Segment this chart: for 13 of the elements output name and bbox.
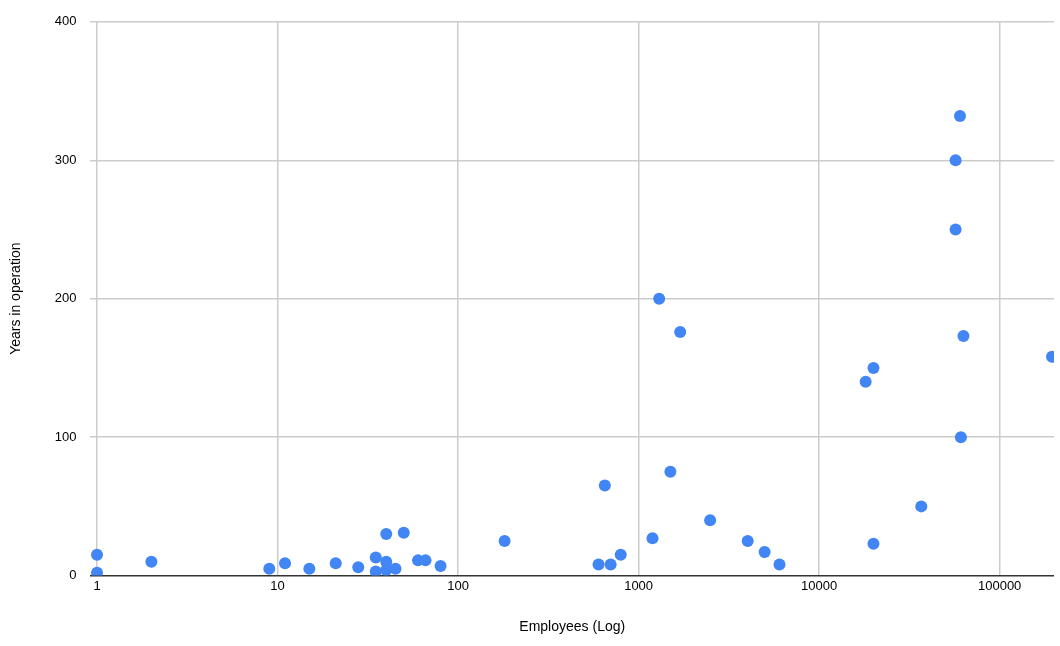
x-tick-label: 1 [93,577,101,593]
y-tick-label: 200 [54,290,77,306]
y-axis-title: Years in operation [7,242,24,355]
x-tick-label: 10 [270,577,285,593]
x-tick-label: 10000 [801,577,838,593]
x-axis-title: Employees (Log) [519,618,626,635]
x-tick-label: 100 [447,577,469,593]
x-tick-label: 100000 [977,577,1022,593]
y-tick-label: 100 [54,428,77,444]
y-tick-label: 400 [54,13,77,29]
x-tick-label: 1000 [624,577,654,593]
y-tick-label: 0 [69,567,77,583]
y-tick-label: 300 [54,151,77,167]
